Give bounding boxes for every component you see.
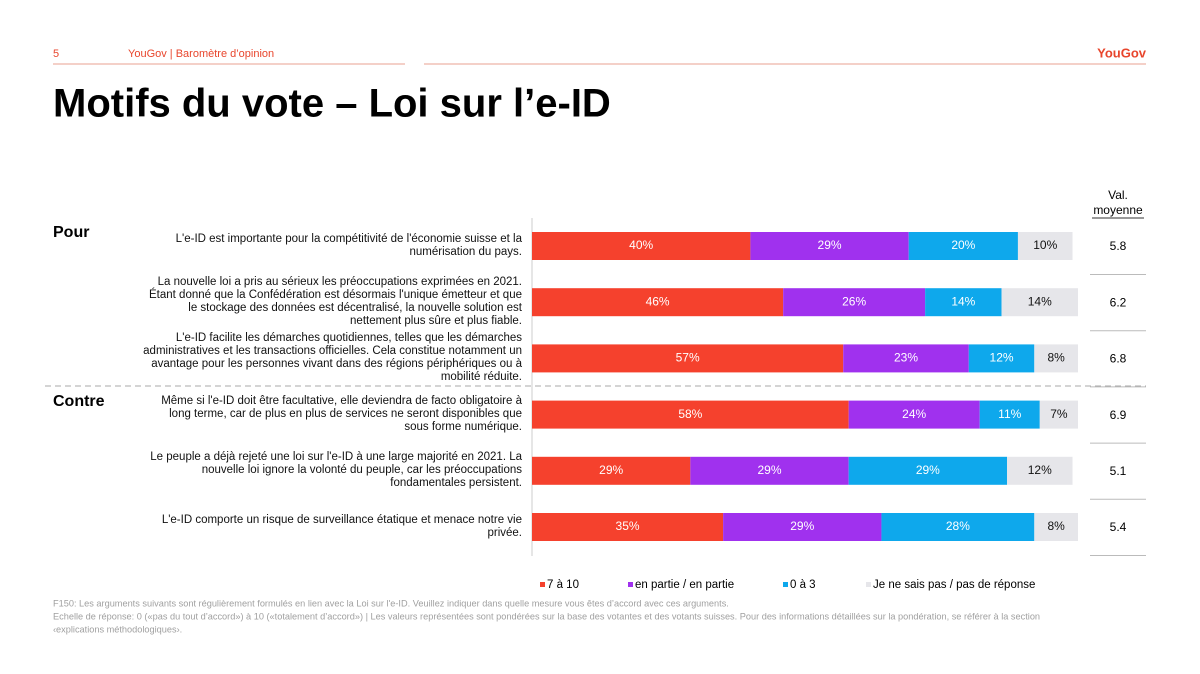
bar-segment xyxy=(723,513,882,541)
bar-segment xyxy=(1039,400,1078,429)
category-label: L'e-ID facilite les démarches quotidienn… xyxy=(143,332,522,384)
value-label: 8% xyxy=(1047,519,1065,533)
bar-segment xyxy=(532,344,844,373)
value-label: 40% xyxy=(629,238,653,252)
value-label: 28% xyxy=(946,519,970,533)
page-number: 5 xyxy=(53,48,59,60)
mean-value: 6.9 xyxy=(1110,408,1127,422)
value-label: 46% xyxy=(646,294,670,308)
value-label: 14% xyxy=(951,294,975,308)
mean-header: Val. xyxy=(1108,188,1128,202)
group-label: Contre xyxy=(53,393,105,410)
value-label: 12% xyxy=(1028,463,1052,477)
bar-segment xyxy=(532,288,784,317)
bar-segment xyxy=(979,400,1040,429)
bar-segment xyxy=(532,232,751,260)
bar-segment xyxy=(1034,344,1078,373)
value-label: 35% xyxy=(616,519,640,533)
category-label: Le peuple a déjà rejeté une loi sur l'e-… xyxy=(150,451,522,490)
group-label: Pour xyxy=(53,224,89,241)
value-label: 58% xyxy=(678,407,702,421)
mean-value: 5.8 xyxy=(1110,239,1127,253)
legend-label: en partie / en partie xyxy=(635,579,734,591)
value-label: 57% xyxy=(676,351,700,365)
mean-header: moyenne xyxy=(1093,203,1143,217)
legend-label: Je ne sais pas / pas de réponse xyxy=(873,579,1035,591)
bar-segment xyxy=(848,456,1008,485)
mean-value: 5.1 xyxy=(1110,464,1127,478)
bar-segment xyxy=(1034,513,1078,541)
bar-segment xyxy=(532,513,724,541)
category-label: L'e-ID comporte un risque de surveillanc… xyxy=(161,514,522,539)
value-label: 24% xyxy=(902,407,926,421)
value-label: 10% xyxy=(1033,238,1057,252)
mean-value: 5.4 xyxy=(1110,520,1127,534)
value-label: 23% xyxy=(894,351,918,365)
value-label: 20% xyxy=(951,238,975,252)
legend-label: 7 à 10 xyxy=(547,579,579,591)
value-label: 11% xyxy=(998,407,1021,421)
chart-title: Motifs du vote – Loi sur l’e-ID xyxy=(53,82,611,126)
mean-value: 6.8 xyxy=(1110,352,1127,366)
bar-segment xyxy=(843,344,969,373)
value-label: 8% xyxy=(1047,351,1065,365)
bar-segment xyxy=(881,513,1035,541)
value-label: 14% xyxy=(1028,294,1052,308)
footnote: F150: Les arguments suivants sont réguli… xyxy=(53,598,729,608)
value-label: 29% xyxy=(916,463,940,477)
bar-segment xyxy=(783,288,926,317)
bar-segment xyxy=(532,400,849,429)
value-label: 29% xyxy=(599,463,623,477)
bar-segment xyxy=(532,456,691,485)
legend-label: 0 à 3 xyxy=(790,579,816,591)
footnote: ‹explications méthodologiques›. xyxy=(53,624,182,634)
value-label: 7% xyxy=(1050,407,1068,421)
bar-segment xyxy=(750,232,909,260)
value-label: 12% xyxy=(990,351,1014,365)
category-label: La nouvelle loi a pris au sérieux les pr… xyxy=(149,276,522,328)
legend-swatch xyxy=(866,582,871,587)
legend-swatch xyxy=(783,582,788,587)
footnote: Echelle de réponse: 0 («pas du tout d’ac… xyxy=(53,611,1040,621)
bar-segment xyxy=(1001,288,1078,317)
bar-segment xyxy=(968,344,1035,373)
legend-swatch xyxy=(540,582,545,587)
legend-swatch xyxy=(628,582,633,587)
bar-segment xyxy=(925,288,1002,317)
value-label: 29% xyxy=(818,238,842,252)
bar-segment xyxy=(908,232,1018,260)
category-label: L'e-ID est importante pour la compétitiv… xyxy=(175,233,522,258)
value-label: 29% xyxy=(790,519,814,533)
category-label: Même si l'e-ID doit être facultative, el… xyxy=(161,395,522,434)
value-label: 26% xyxy=(842,294,866,308)
bar-segment xyxy=(1017,232,1073,260)
mean-value: 6.2 xyxy=(1110,295,1127,309)
bar-segment xyxy=(848,400,980,429)
source: YouGov | Baromètre d’opinion xyxy=(128,48,274,60)
bar-segment xyxy=(690,456,849,485)
logo: YouGov xyxy=(1097,45,1147,60)
value-label: 29% xyxy=(757,463,781,477)
bar-segment xyxy=(1007,456,1073,485)
